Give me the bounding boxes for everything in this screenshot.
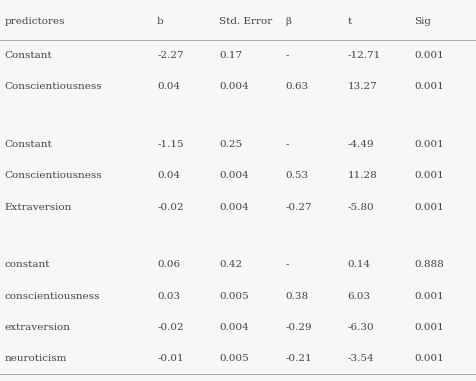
Text: -12.71: -12.71 — [347, 51, 381, 60]
Text: β: β — [286, 17, 292, 26]
Text: 0.04: 0.04 — [157, 171, 180, 180]
Text: constant: constant — [5, 260, 50, 269]
Text: Constant: Constant — [5, 51, 52, 60]
Text: Constant: Constant — [5, 140, 52, 149]
Text: -0.29: -0.29 — [286, 323, 312, 332]
Text: 0.001: 0.001 — [414, 354, 444, 363]
Text: Sig: Sig — [414, 17, 431, 26]
Text: 13.27: 13.27 — [347, 82, 377, 91]
Text: 0.004: 0.004 — [219, 82, 248, 91]
Text: 0.001: 0.001 — [414, 203, 444, 211]
Text: neuroticism: neuroticism — [5, 354, 67, 363]
Text: 0.03: 0.03 — [157, 291, 180, 301]
Text: -0.01: -0.01 — [157, 354, 184, 363]
Text: predictores: predictores — [5, 17, 65, 26]
Text: 0.25: 0.25 — [219, 140, 242, 149]
Text: 0.63: 0.63 — [286, 82, 309, 91]
Text: 0.004: 0.004 — [219, 203, 248, 211]
Text: conscientiousness: conscientiousness — [5, 291, 100, 301]
Text: 0.14: 0.14 — [347, 260, 371, 269]
Text: t: t — [347, 17, 352, 26]
Text: 0.42: 0.42 — [219, 260, 242, 269]
Text: 0.001: 0.001 — [414, 323, 444, 332]
Text: 0.001: 0.001 — [414, 140, 444, 149]
Text: 0.888: 0.888 — [414, 260, 444, 269]
Text: 0.001: 0.001 — [414, 51, 444, 60]
Text: 0.17: 0.17 — [219, 51, 242, 60]
Text: -0.21: -0.21 — [286, 354, 312, 363]
Text: 0.001: 0.001 — [414, 171, 444, 180]
Text: 0.06: 0.06 — [157, 260, 180, 269]
Text: 0.005: 0.005 — [219, 291, 248, 301]
Text: 0.001: 0.001 — [414, 82, 444, 91]
Text: 0.53: 0.53 — [286, 171, 309, 180]
Text: -1.15: -1.15 — [157, 140, 184, 149]
Text: -0.27: -0.27 — [286, 203, 312, 211]
Text: Std. Error: Std. Error — [219, 17, 272, 26]
Text: 11.28: 11.28 — [347, 171, 377, 180]
Text: -: - — [286, 51, 289, 60]
Text: Conscientiousness: Conscientiousness — [5, 82, 102, 91]
Text: -6.30: -6.30 — [347, 323, 374, 332]
Text: 0.004: 0.004 — [219, 171, 248, 180]
Text: -4.49: -4.49 — [347, 140, 374, 149]
Text: -5.80: -5.80 — [347, 203, 374, 211]
Text: -2.27: -2.27 — [157, 51, 184, 60]
Text: Extraversion: Extraversion — [5, 203, 72, 211]
Text: -: - — [286, 260, 289, 269]
Text: 0.04: 0.04 — [157, 82, 180, 91]
Text: -0.02: -0.02 — [157, 323, 184, 332]
Text: 0.005: 0.005 — [219, 354, 248, 363]
Text: -: - — [286, 140, 289, 149]
Text: b: b — [157, 17, 164, 26]
Text: Conscientiousness: Conscientiousness — [5, 171, 102, 180]
Text: 0.004: 0.004 — [219, 323, 248, 332]
Text: 0.38: 0.38 — [286, 291, 309, 301]
Text: 6.03: 6.03 — [347, 291, 371, 301]
Text: 0.001: 0.001 — [414, 291, 444, 301]
Text: -3.54: -3.54 — [347, 354, 374, 363]
Text: -0.02: -0.02 — [157, 203, 184, 211]
Text: extraversion: extraversion — [5, 323, 71, 332]
